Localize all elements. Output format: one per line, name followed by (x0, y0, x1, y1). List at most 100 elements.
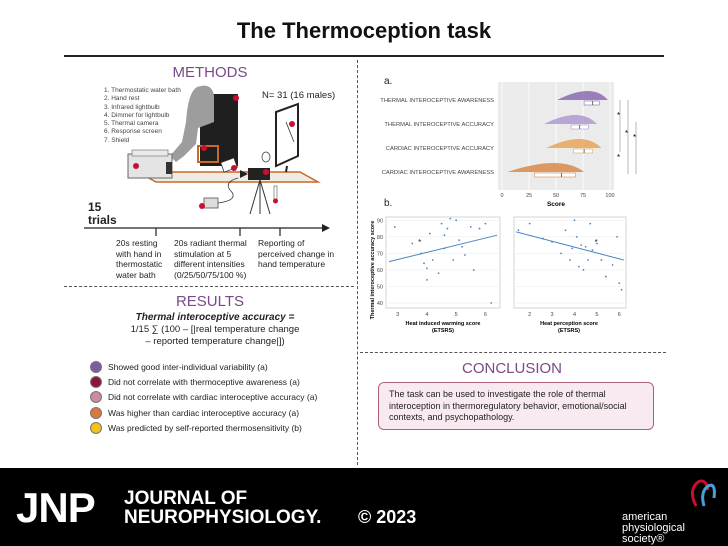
data-point (423, 262, 425, 265)
formula-title: Thermal interoceptive accuracy = (135, 312, 295, 323)
significance-mark: * (617, 111, 620, 120)
raincloud-chart: THERMAL INTEROCEPTIVE AWARENESS THERMAL I… (380, 82, 637, 208)
trials-label: trials (88, 213, 117, 227)
data-point (575, 235, 578, 238)
result-text: Did not correlate with thermoceptive awa… (108, 377, 300, 387)
society-name-line: american (622, 511, 668, 523)
data-point (595, 242, 598, 245)
data-point (528, 222, 531, 225)
x-tick-label: 6 (618, 312, 621, 318)
x-tick-label: 2 (528, 312, 531, 318)
data-point (587, 259, 589, 261)
category-label: THERMAL INTEROCEPTIVE AWARENESS (380, 98, 494, 104)
data-point (431, 259, 434, 261)
data-point (484, 222, 487, 225)
data-point (455, 219, 458, 222)
x-tick-label: 50 (553, 193, 559, 199)
result-bullet-icon (90, 361, 102, 373)
data-point (517, 229, 520, 232)
data-point (542, 237, 545, 240)
density-shape (544, 115, 598, 124)
x-tick-label: 0 (500, 193, 503, 199)
density-shape (507, 163, 585, 172)
table-icon (135, 171, 321, 183)
data-point (458, 239, 460, 242)
methods-results-divider (64, 286, 354, 287)
title-rule (64, 55, 664, 57)
data-point (618, 282, 621, 285)
mouse-icon (261, 151, 271, 163)
result-text: Showed good inter-individual variability… (108, 362, 268, 372)
results-conclusion-divider (360, 352, 666, 353)
x-axis-sublabel: (ETSRS) (558, 328, 580, 334)
hand-rest-icon (197, 145, 219, 163)
data-point (478, 227, 481, 230)
timeline-step-stimulation: 20s radiant thermal stimulation at 5 dif… (174, 238, 247, 280)
formula-line: – reported temperature change|]) (145, 336, 285, 347)
x-axis-label: Heat induced warming score (406, 321, 481, 327)
panel-b-label: b. (384, 198, 393, 209)
x-tick-label: 75 (580, 193, 586, 199)
trials-block: 15 trials (88, 201, 117, 227)
copyright: © 2023 (358, 507, 417, 527)
result-text: Was predicted by self-reported thermosen… (108, 423, 302, 433)
plot-area (513, 216, 627, 309)
panel-a-label: a. (384, 76, 393, 87)
data-point (560, 252, 562, 255)
data-point (616, 235, 618, 238)
journal-name-line: JOURNAL OF (124, 488, 248, 509)
data-point (604, 275, 607, 278)
result-bullet-icon (90, 422, 102, 434)
data-point (426, 267, 428, 270)
data-point (452, 259, 455, 261)
y-tick-label: 70 (377, 251, 383, 257)
box (534, 172, 576, 178)
participants-label: N= 31 (16 males) (262, 90, 336, 101)
box (583, 100, 600, 106)
data-point (620, 288, 623, 291)
data-point (411, 242, 414, 245)
data-point (580, 244, 583, 247)
data-point (490, 302, 493, 304)
result-item: Was predicted by self-reported thermosen… (90, 422, 302, 434)
result-bullet-icon (90, 407, 102, 419)
x-tick-label: 6 (484, 312, 487, 318)
person-silhouette (170, 85, 214, 162)
equipment-item: 5. Thermal camera (104, 120, 159, 128)
data-point (611, 264, 614, 266)
page-title: The Thermoception task (236, 18, 492, 43)
regression-line (516, 231, 624, 261)
y-axis-label: Thermal interoceptive accuracy score (370, 221, 376, 320)
result-item: Showed good inter-individual variability… (90, 361, 268, 373)
equipment-item: 1. Thermostatic water bath (104, 87, 181, 94)
data-point (446, 227, 449, 230)
significance-mark: * (595, 238, 598, 247)
regression-line (388, 234, 498, 263)
result-item: Did not correlate with thermoceptive awa… (90, 376, 300, 388)
density-shape (557, 91, 608, 100)
x-tick-label: 3 (551, 312, 554, 318)
data-point (600, 259, 603, 261)
data-point (393, 226, 396, 228)
x-tick-label: 4 (573, 312, 576, 318)
data-point (464, 254, 466, 256)
society-name: american physiological society® (622, 512, 685, 545)
trials-count: 15 (88, 200, 102, 214)
data-point (426, 278, 428, 281)
equipment-item: 7. Shield (104, 136, 130, 144)
data-point (420, 252, 422, 255)
x-axis-sublabel: (ETSRS) (432, 328, 454, 334)
data-point (469, 226, 472, 228)
density-shape (546, 139, 602, 148)
journal-footer (0, 468, 728, 546)
y-tick-label: 90 (377, 218, 383, 224)
significance-mark: * (418, 238, 421, 247)
formula-block: Thermal interoceptive accuracy = 1/15 ∑ … (80, 312, 350, 348)
timeline-axis (84, 224, 330, 236)
data-point (443, 234, 446, 237)
category-label: CARDIAC INTEROCEPTIVE AWARENESS (382, 170, 494, 176)
data-point (428, 232, 431, 235)
equipment-list: 1. Thermostatic water bath 2. Hand rest … (104, 87, 244, 145)
y-tick-label: 40 (377, 301, 383, 307)
y-tick-label: 50 (377, 284, 383, 290)
